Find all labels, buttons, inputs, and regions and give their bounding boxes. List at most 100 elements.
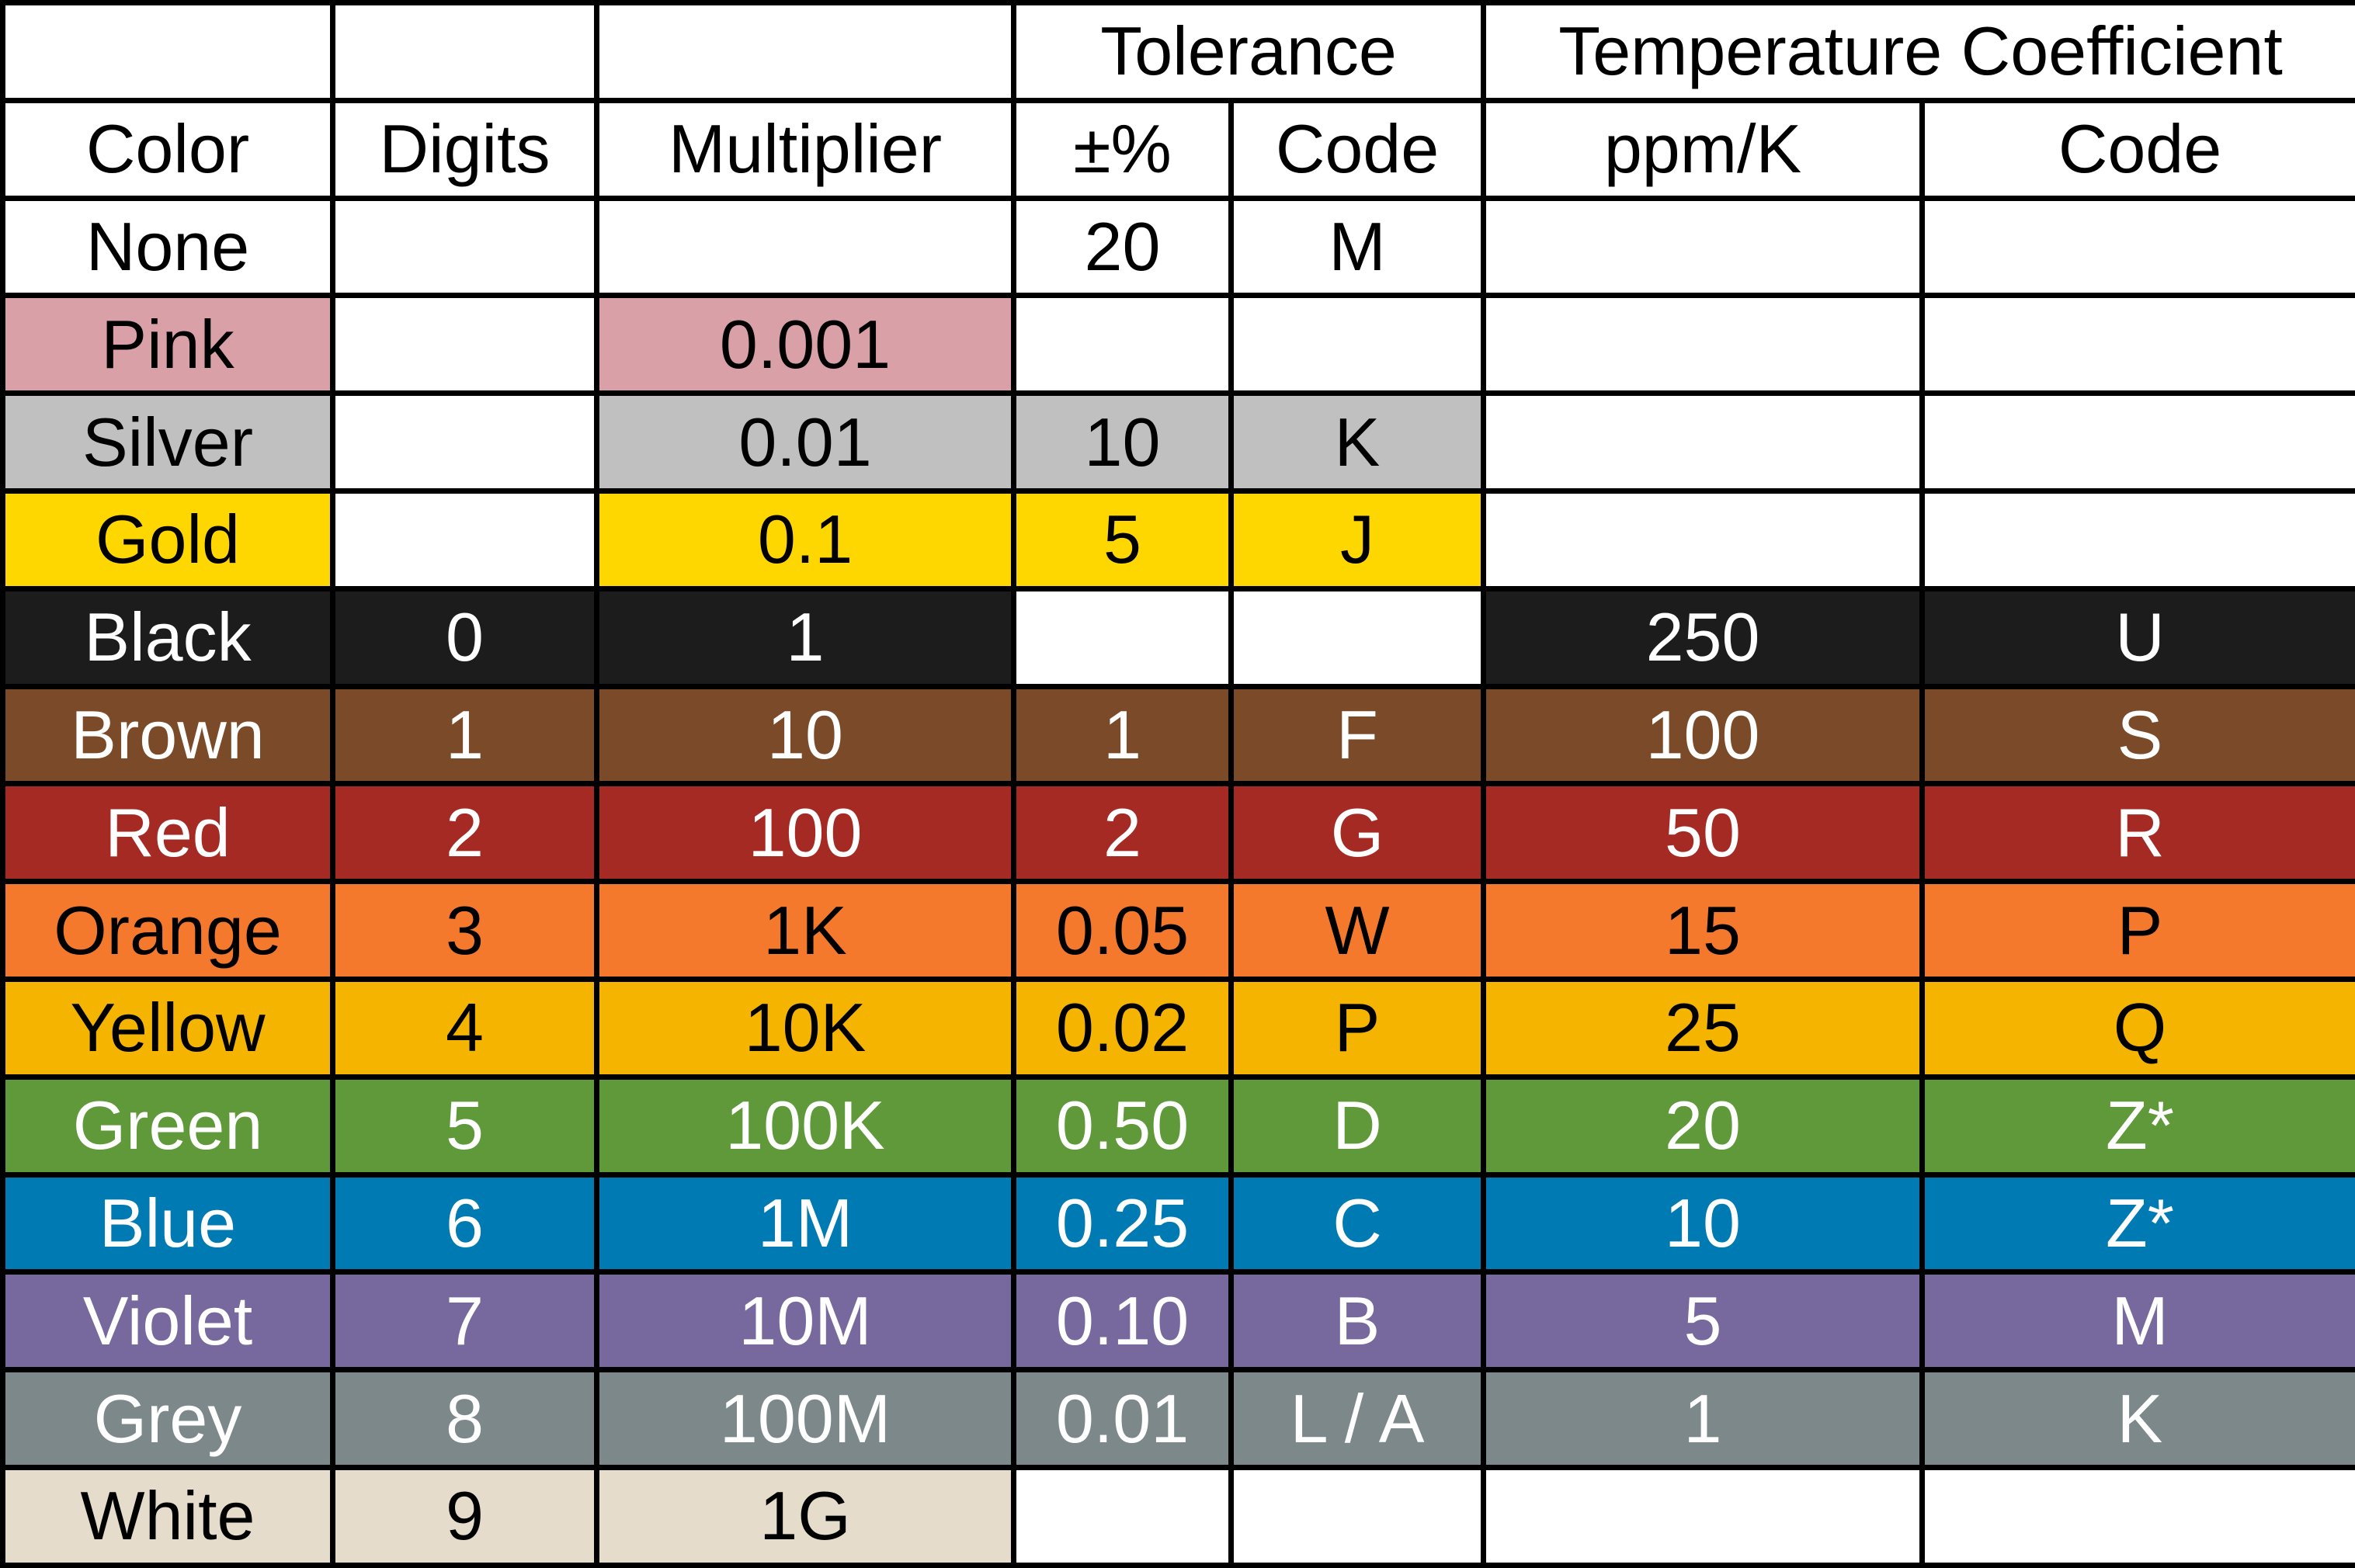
multiplier-cell: 1 — [597, 588, 1014, 686]
color-name-cell: Violet — [3, 1272, 333, 1370]
digits-cell: 1 — [333, 686, 597, 784]
group-header-row: Tolerance Temperature Coefficient — [3, 3, 2355, 101]
tempco-ppm-cell: 10 — [1484, 1174, 1923, 1272]
digits-cell: 7 — [333, 1272, 597, 1370]
tempco-ppm-cell: 1 — [1484, 1370, 1923, 1468]
tempco-ppm-cell: 20 — [1484, 1077, 1923, 1174]
color-name-cell: Brown — [3, 686, 333, 784]
digits-cell: 4 — [333, 979, 597, 1077]
color-name-cell: Pink — [3, 296, 333, 394]
color-name-cell: Green — [3, 1077, 333, 1174]
tempco-code-cell: K — [1923, 1370, 2355, 1468]
tolerance-percent-cell: 0.10 — [1014, 1272, 1231, 1370]
multiplier-cell: 10M — [597, 1272, 1014, 1370]
tempco-ppm-cell: 250 — [1484, 588, 1923, 686]
tolerance-percent-cell: 0.05 — [1014, 882, 1231, 980]
tempco-code-cell — [1923, 1467, 2355, 1565]
multiplier-cell: 0.1 — [597, 491, 1014, 588]
column-header-tolerance-code: Code — [1231, 100, 1484, 198]
column-header-color: Color — [3, 100, 333, 198]
multiplier-cell: 1K — [597, 882, 1014, 980]
column-header-digits: Digits — [333, 100, 597, 198]
multiplier-cell: 1G — [597, 1467, 1014, 1565]
digits-cell: 0 — [333, 588, 597, 686]
tolerance-code-cell: M — [1231, 198, 1484, 296]
tolerance-percent-cell: 0.50 — [1014, 1077, 1231, 1174]
digits-cell — [333, 198, 597, 296]
tempco-code-cell: Z* — [1923, 1174, 2355, 1272]
column-header-multiplier: Multiplier — [597, 100, 1014, 198]
tolerance-code-cell: D — [1231, 1077, 1484, 1174]
digits-cell: 8 — [333, 1370, 597, 1468]
multiplier-cell: 100 — [597, 784, 1014, 882]
color-name-cell: Orange — [3, 882, 333, 980]
digits-cell: 6 — [333, 1174, 597, 1272]
header-blank-digits — [333, 3, 597, 101]
table-body: Tolerance Temperature Coefficient Color … — [3, 3, 2355, 1566]
tolerance-percent-cell: 0.01 — [1014, 1370, 1231, 1468]
tempco-code-cell — [1923, 198, 2355, 296]
color-name-cell: Red — [3, 784, 333, 882]
multiplier-cell: 100K — [597, 1077, 1014, 1174]
multiplier-cell: 10 — [597, 686, 1014, 784]
tempco-ppm-cell: 25 — [1484, 979, 1923, 1077]
color-name-cell: None — [3, 198, 333, 296]
digits-cell: 2 — [333, 784, 597, 882]
digits-cell: 5 — [333, 1077, 597, 1174]
tempco-code-cell: R — [1923, 784, 2355, 882]
tempco-code-cell: M — [1923, 1272, 2355, 1370]
tolerance-code-cell: C — [1231, 1174, 1484, 1272]
digits-cell — [333, 491, 597, 588]
digits-cell: 3 — [333, 882, 597, 980]
column-header-row: Color Digits Multiplier ±% Code ppm/K Co… — [3, 100, 2355, 198]
color-name-cell: Blue — [3, 1174, 333, 1272]
multiplier-cell: 1M — [597, 1174, 1014, 1272]
color-name-cell: Silver — [3, 394, 333, 491]
tolerance-code-cell: F — [1231, 686, 1484, 784]
multiplier-cell: 100M — [597, 1370, 1014, 1468]
table-row: Pink 0.001 — [3, 296, 2355, 394]
color-name-cell: Yellow — [3, 979, 333, 1077]
tolerance-percent-cell: 0.02 — [1014, 979, 1231, 1077]
header-blank-color — [3, 3, 333, 101]
tolerance-code-cell: G — [1231, 784, 1484, 882]
digits-cell — [333, 394, 597, 491]
color-name-cell: Black — [3, 588, 333, 686]
tempco-ppm-cell: 50 — [1484, 784, 1923, 882]
column-header-tempco-code: Code — [1923, 100, 2355, 198]
tempco-ppm-cell: 100 — [1484, 686, 1923, 784]
tempco-ppm-cell: 15 — [1484, 882, 1923, 980]
tolerance-percent-cell — [1014, 588, 1231, 686]
tolerance-code-cell: L / A — [1231, 1370, 1484, 1468]
tolerance-percent-cell: 5 — [1014, 491, 1231, 588]
color-name-cell: Grey — [3, 1370, 333, 1468]
header-blank-multiplier — [597, 3, 1014, 101]
color-name-cell: Gold — [3, 491, 333, 588]
tolerance-code-cell: J — [1231, 491, 1484, 588]
tempco-code-cell: S — [1923, 686, 2355, 784]
tolerance-group-header: Tolerance — [1014, 3, 1484, 101]
multiplier-cell: 0.001 — [597, 296, 1014, 394]
tolerance-percent-cell: 20 — [1014, 198, 1231, 296]
tolerance-code-cell: K — [1231, 394, 1484, 491]
tempco-code-cell — [1923, 394, 2355, 491]
tempco-ppm-cell — [1484, 491, 1923, 588]
tempco-ppm-cell — [1484, 296, 1923, 394]
tempco-code-cell: U — [1923, 588, 2355, 686]
tolerance-code-cell: P — [1231, 979, 1484, 1077]
tempco-ppm-cell — [1484, 198, 1923, 296]
digits-cell — [333, 296, 597, 394]
tempco-code-cell: Q — [1923, 979, 2355, 1077]
tolerance-percent-cell: 1 — [1014, 686, 1231, 784]
digits-cell: 9 — [333, 1467, 597, 1565]
tempco-code-cell — [1923, 296, 2355, 394]
